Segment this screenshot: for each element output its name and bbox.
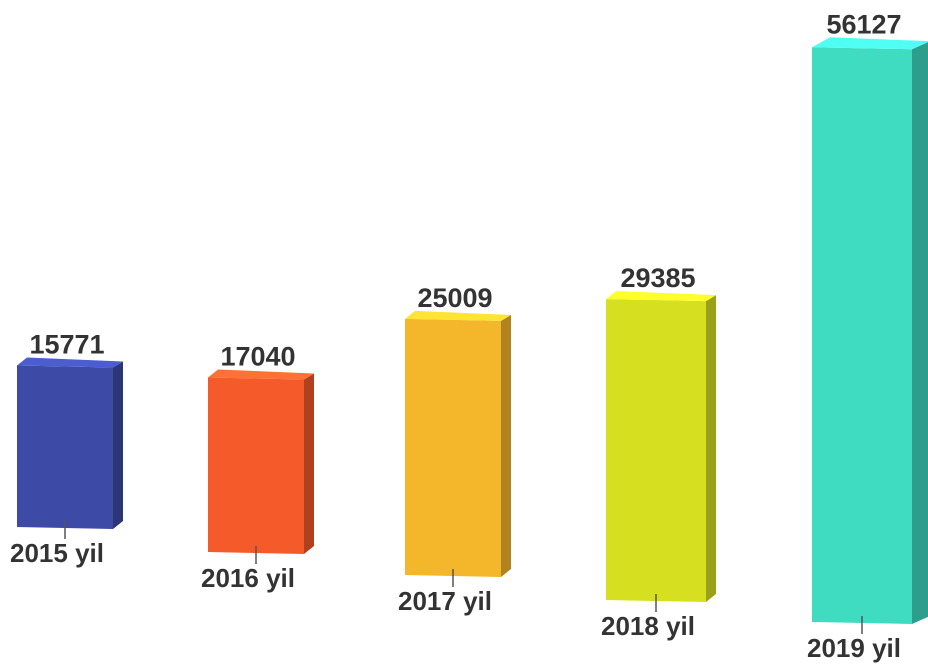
- category-label-2: 2016 yil: [201, 563, 295, 593]
- bar-2: [208, 369, 314, 564]
- bar-top-face: [812, 37, 928, 50]
- bar-front-face: [606, 299, 706, 602]
- bar-front-face: [17, 365, 113, 529]
- bar-side-face: [501, 314, 511, 577]
- bar-side-face: [912, 42, 928, 624]
- bar-5: [812, 37, 928, 634]
- labels-layer: 15771 2015 yil 17040 2016 yil 25009 2017 yil 2…: [10, 9, 902, 663]
- data-label-5: 56127: [826, 9, 901, 39]
- bar-top-face: [208, 369, 314, 380]
- category-label-5: 2019 yil: [807, 633, 901, 663]
- category-label-1: 2015 yil: [10, 538, 104, 568]
- category-label-3: 2017 yil: [398, 586, 492, 616]
- bar-3: [405, 310, 511, 587]
- bar-top-face: [17, 357, 123, 368]
- bars-layer: [17, 37, 928, 634]
- bar-1: [17, 357, 123, 539]
- bar-side-face: [113, 361, 123, 529]
- data-label-1: 15771: [29, 330, 104, 360]
- bar-front-face: [405, 318, 501, 577]
- bar-front-face: [208, 377, 304, 554]
- bar-side-face: [706, 295, 716, 602]
- bar-top-face: [606, 291, 716, 302]
- category-label-4: 2018 yil: [601, 611, 695, 641]
- bar-top-face: [405, 310, 511, 321]
- data-label-4: 29385: [620, 263, 695, 293]
- bar-side-face: [304, 373, 314, 554]
- data-label-2: 17040: [220, 342, 295, 372]
- bar-4: [606, 291, 716, 612]
- data-label-3: 25009: [417, 283, 492, 313]
- bar-front-face: [812, 47, 912, 624]
